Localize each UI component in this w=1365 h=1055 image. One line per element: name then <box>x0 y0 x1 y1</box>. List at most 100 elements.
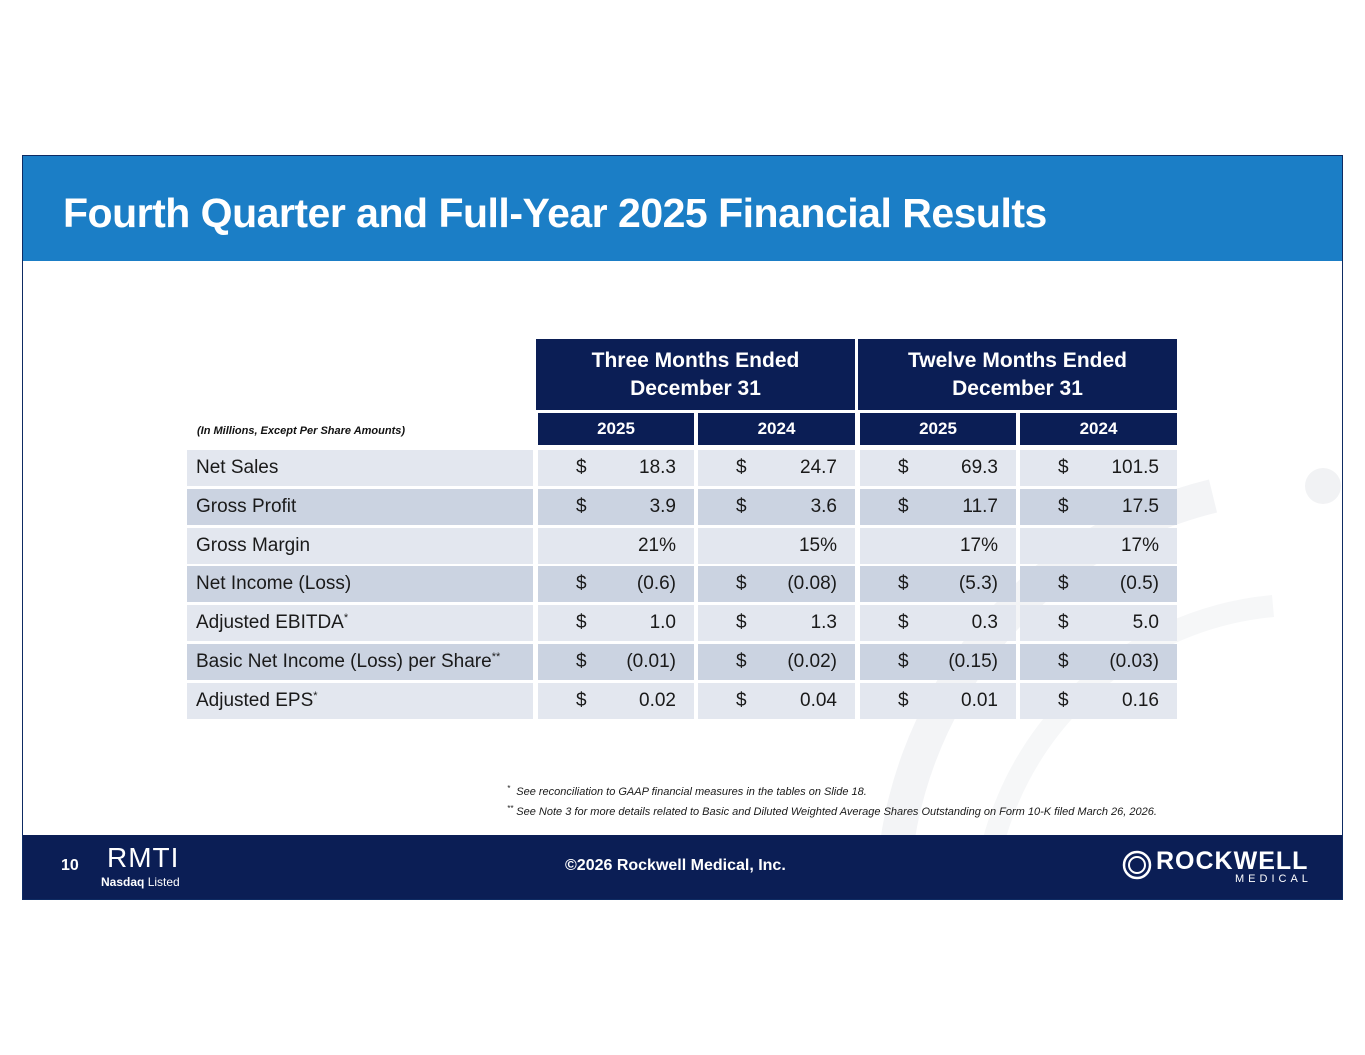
footnote: ** See Note 3 for more details related t… <box>507 804 1157 819</box>
table-cell: $ (5.3) <box>860 566 1016 603</box>
cell-value: 11.7 <box>962 495 998 517</box>
table-cell: $0.02 <box>538 682 694 719</box>
header-year: 2025 <box>538 413 694 445</box>
table-cell: $1.0 <box>538 605 694 642</box>
table-cell: $11.7 <box>860 488 1016 525</box>
row-label-text: Gross Margin <box>196 534 311 556</box>
footnote-mark: ** <box>507 804 514 813</box>
currency-symbol: $ <box>576 612 587 634</box>
cell-value: 69.3 <box>961 457 998 478</box>
cell-value: 0.3 <box>971 612 998 634</box>
footnote-text: See reconciliation to GAAP financial mea… <box>516 786 867 798</box>
row-label: Net Sales <box>187 450 533 486</box>
table-row: Adjusted EPS* $0.02 $0.04 $0.01 $0.16 <box>187 682 1177 719</box>
table-cell: $0.01 <box>860 682 1016 719</box>
footnote: * See reconciliation to GAAP financial m… <box>507 784 867 799</box>
row-label-text: Net Sales <box>196 457 279 478</box>
cell-value: 1.0 <box>649 612 676 634</box>
row-label: Adjusted EBITDA* <box>187 605 533 642</box>
cell-value: 17% <box>959 534 998 556</box>
header-twelve-months-line1: Twelve Months Ended <box>908 348 1127 372</box>
cell-value: (0.01) <box>626 651 676 672</box>
currency-symbol: $ <box>898 612 909 634</box>
rockwell-logo-ring-icon <box>1122 850 1152 880</box>
currency-symbol: $ <box>736 612 747 634</box>
currency-symbol: $ <box>1058 495 1069 517</box>
table-row: Net Sales $18.3 $24.7 $69.3 $101.5 <box>187 450 1177 486</box>
table-row: Gross Margin 21% 15% 17% 17% <box>187 527 1177 564</box>
cell-value: 21% <box>637 534 676 556</box>
row-label-text: Adjusted EPS <box>196 689 314 711</box>
table-cell: $24.7 <box>698 450 855 486</box>
currency-symbol: $ <box>1058 689 1069 711</box>
row-label: Basic Net Income (Loss) per Share** <box>187 644 533 680</box>
cell-value: (0.03) <box>1109 651 1159 672</box>
header-year: 2024 <box>1020 413 1177 445</box>
table-cell: $0.3 <box>860 605 1016 642</box>
cell-value: (0.15) <box>948 651 998 672</box>
row-label: Gross Margin <box>187 527 533 564</box>
cell-value: 15% <box>798 534 837 556</box>
table-cell: 17% <box>860 527 1016 564</box>
table-cell: $ (0.5) <box>1020 566 1177 603</box>
cell-value: 17.5 <box>1122 495 1159 517</box>
currency-symbol: $ <box>576 651 587 672</box>
cell-value: 18.3 <box>639 457 676 478</box>
currency-symbol: $ <box>898 689 909 711</box>
currency-symbol: $ <box>576 573 587 595</box>
header-twelve-months: Twelve Months Ended December 31 <box>858 339 1177 410</box>
cell-value: 101.5 <box>1111 457 1159 478</box>
footnote-marker: * <box>343 612 349 625</box>
currency-symbol: $ <box>898 457 909 478</box>
units-label: (In Millions, Except Per Share Amounts) <box>197 425 406 437</box>
table-cell: $69.3 <box>860 450 1016 486</box>
exchange-listing: Nasdaq Listed <box>101 875 180 889</box>
row-label-text: Net Income (Loss) <box>196 573 352 595</box>
copyright: ©2026 Rockwell Medical, Inc. <box>565 857 786 874</box>
page-number: 10 <box>61 857 79 874</box>
footnote-text: See Note 3 for more details related to B… <box>516 806 1157 818</box>
row-label: Adjusted EPS* <box>187 682 533 719</box>
exchange-name: Nasdaq <box>101 875 145 889</box>
table-row: Gross Profit $3.9 $3.6 $11.7 $17.5 <box>187 488 1177 525</box>
footnote-marker: * <box>313 689 318 702</box>
currency-symbol: $ <box>736 457 747 478</box>
table-cell: $ (0.02) <box>698 644 855 680</box>
currency-symbol: $ <box>736 495 747 517</box>
cell-value: 24.7 <box>800 457 837 478</box>
row-label-text: Adjusted EBITDA <box>196 612 344 634</box>
table-cell: $3.9 <box>538 488 694 525</box>
footer-bar: 10 RMTI Nasdaq Listed ©2026 Rockwell Med… <box>23 835 1342 899</box>
cell-value: (5.3) <box>958 573 998 595</box>
table-cell: $1.3 <box>698 605 855 642</box>
header-twelve-months-line2: December 31 <box>952 376 1083 400</box>
row-label: Net Income (Loss) <box>187 566 533 603</box>
currency-symbol: $ <box>1058 573 1069 595</box>
currency-symbol: $ <box>898 651 909 672</box>
cell-value: 17% <box>1120 534 1159 556</box>
slide: Fourth Quarter and Full-Year 2025 Financ… <box>22 155 1343 900</box>
currency-symbol: $ <box>736 573 747 595</box>
table-cell: $ (0.08) <box>698 566 855 603</box>
header-year: 2025 <box>860 413 1016 445</box>
cell-value: (0.6) <box>636 573 676 595</box>
cell-value: 0.02 <box>639 689 676 711</box>
footnote-mark: * <box>507 784 511 793</box>
cell-value: (0.5) <box>1119 573 1159 595</box>
header-three-months: Three Months Ended December 31 <box>536 339 855 410</box>
table-cell: $ (0.6) <box>538 566 694 603</box>
header-year: 2024 <box>698 413 855 445</box>
row-label: Gross Profit <box>187 488 533 525</box>
table-cell: $0.04 <box>698 682 855 719</box>
table-cell: 17% <box>1020 527 1177 564</box>
cell-value: 3.6 <box>810 495 837 517</box>
table-cell: $ (0.01) <box>538 644 694 680</box>
table-cell: $ (0.03) <box>1020 644 1177 680</box>
title-banner: Fourth Quarter and Full-Year 2025 Financ… <box>23 156 1342 261</box>
currency-symbol: $ <box>576 689 587 711</box>
table-cell: 21% <box>538 527 694 564</box>
currency-symbol: $ <box>1058 651 1069 672</box>
currency-symbol: $ <box>1058 457 1069 478</box>
cell-value: 5.0 <box>1132 612 1159 634</box>
currency-symbol: $ <box>1058 612 1069 634</box>
